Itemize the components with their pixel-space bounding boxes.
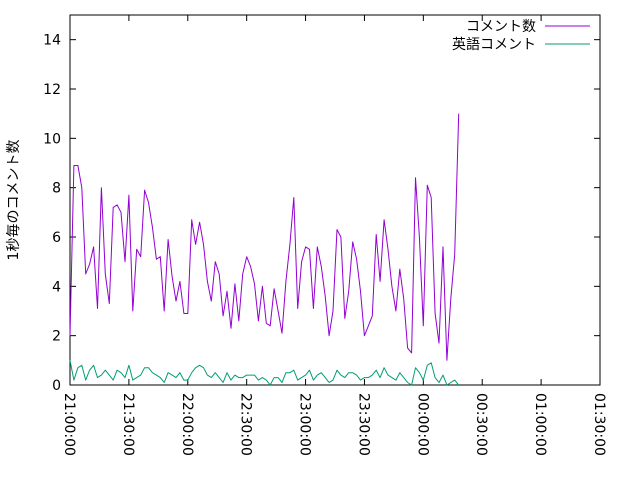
legend-label-2: 英語コメント — [452, 36, 536, 53]
x-tick-label: 01:30:00 — [591, 393, 607, 456]
legend-label-1: コメント数 — [466, 19, 536, 35]
x-axis-ticks: 21:00:00 21:30:00 22:00:00 22:30:00 23:00:00… — [61, 15, 607, 456]
x-tick-label: 00:30:00 — [473, 393, 489, 456]
plot-border — [69, 14, 601, 386]
x-tick-label: 23:30:00 — [355, 393, 371, 456]
series-line-1 — [69, 113, 460, 361]
x-tick-label: 22:00:00 — [179, 393, 195, 456]
x-tick-label: 01:00:00 — [532, 393, 548, 456]
x-tick-label: 21:00:00 — [61, 393, 77, 456]
y-tick-label: 6 — [52, 230, 61, 246]
y-tick-label: 12 — [43, 82, 61, 98]
y-tick-label: 0 — [52, 378, 61, 394]
x-tick-label: 22:30:00 — [238, 393, 254, 456]
x-tick-label: 21:30:00 — [120, 393, 136, 456]
series-line-2 — [69, 360, 460, 386]
x-tick-label: 23:00:00 — [297, 393, 313, 456]
plot-frame — [69, 14, 601, 386]
y-axis-title: 1秒毎のコメント数 — [6, 140, 22, 261]
x-tick-label: 00:00:00 — [414, 393, 430, 456]
y-tick-label: 4 — [52, 279, 61, 295]
y-tick-label: 8 — [52, 181, 61, 197]
series-layer — [69, 113, 460, 386]
y-tick-label: 10 — [43, 131, 61, 147]
y-tick-label: 14 — [43, 33, 61, 49]
y-tick-label: 2 — [52, 329, 61, 345]
y-axis-ticks: 0 2 4 6 8 10 12 14 — [43, 33, 600, 394]
